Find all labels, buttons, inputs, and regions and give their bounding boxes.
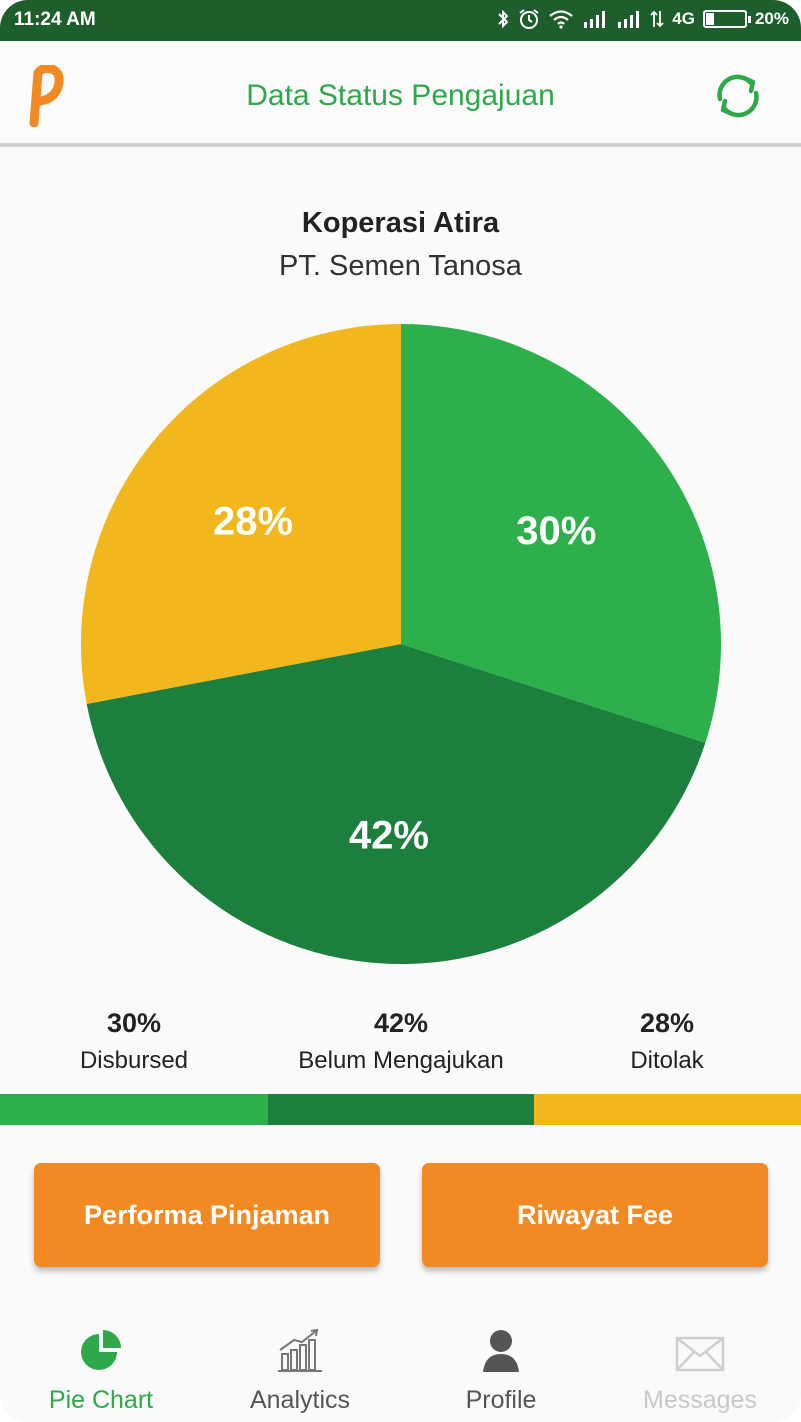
organization-name: Koperasi Atira <box>301 207 500 239</box>
nav-label: Analytics <box>249 1386 351 1414</box>
riwayat-fee-button[interactable]: Riwayat Fee <box>422 1163 768 1267</box>
pie-slice-disbursed <box>401 324 721 743</box>
nav-messages[interactable]: Messages <box>600 1320 800 1415</box>
status-icons: 4G 20% <box>496 8 789 30</box>
legend-percent: 30% <box>106 1008 162 1038</box>
battery-icon <box>702 10 751 28</box>
legend-item-ditolak: 28% Ditolak <box>537 1008 797 1075</box>
pie-slice-belum-mengajukan <box>86 644 706 964</box>
legend-label: Ditolak <box>630 1047 704 1074</box>
alarm-icon <box>519 9 539 29</box>
signal-icon-2 <box>618 11 640 28</box>
nav-label: Pie Chart <box>48 1386 154 1414</box>
page-title: Data Status Pengajuan <box>246 79 555 112</box>
pie-chart-icon <box>81 1330 121 1370</box>
nav-pie-chart[interactable]: Pie Chart <box>1 1320 201 1415</box>
profile-icon <box>483 1330 519 1372</box>
refresh-icon[interactable] <box>711 69 765 123</box>
nav-label: Profile <box>465 1386 537 1414</box>
network-type: 4G <box>672 9 695 28</box>
legend-item-belum-mengajukan: 42% Belum Mengajukan <box>271 1008 531 1075</box>
pie-slice-ditolak <box>80 324 401 704</box>
status-bar: 11:24 AM 4G 20% <box>0 0 801 41</box>
pie-chart: 30% 42% 28% <box>80 324 721 964</box>
pie-slice-label: 42% <box>349 814 429 858</box>
bluetooth-icon <box>498 9 509 29</box>
company-name: PT. Semen Tanosa <box>279 250 522 282</box>
legend-percent: 28% <box>639 1008 695 1038</box>
wifi-icon <box>549 10 573 29</box>
analytics-icon <box>278 1328 322 1372</box>
pie-slice-label: 28% <box>213 500 293 544</box>
app-logo-icon <box>29 65 64 127</box>
status-time: 11:24 AM <box>14 9 96 30</box>
legend-label: Disbursed <box>79 1047 189 1074</box>
legend-label: Belum Mengajukan <box>298 1047 504 1074</box>
legend-percent: 42% <box>373 1008 429 1038</box>
performa-pinjaman-button[interactable]: Performa Pinjaman <box>34 1163 380 1267</box>
messages-icon <box>675 1336 725 1372</box>
data-transfer-icon <box>650 10 664 28</box>
legend-bar-ditolak <box>534 1094 801 1125</box>
nav-label: Messages <box>643 1386 757 1414</box>
nav-profile[interactable]: Profile <box>401 1320 601 1415</box>
legend-bar-belum-mengajukan <box>268 1094 534 1125</box>
battery-percent: 20% <box>754 9 789 28</box>
app-bar: Data Status Pengajuan <box>0 41 801 147</box>
pie-slice-label: 30% <box>516 509 596 553</box>
signal-icon <box>584 11 606 28</box>
legend-bar-disbursed <box>0 1094 268 1125</box>
legend-item-disbursed: 30% Disbursed <box>4 1008 264 1075</box>
nav-analytics[interactable]: Analytics <box>200 1320 400 1415</box>
